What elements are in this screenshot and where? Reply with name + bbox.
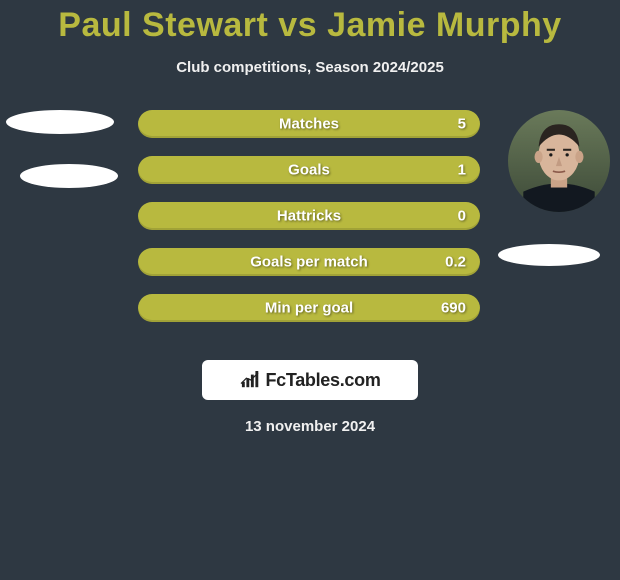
stat-value-right: 5 <box>458 116 466 133</box>
stat-row-goals-per-match: Goals per match 0.2 <box>138 248 480 276</box>
right-player-ellipse <box>498 244 600 266</box>
stat-label: Goals per match <box>250 254 368 271</box>
right-player-avatar <box>508 110 610 212</box>
comparison-stage: Matches 5 Goals 1 Hattricks 0 Goals per … <box>0 110 620 350</box>
page-title: Paul Stewart vs Jamie Murphy <box>0 0 620 45</box>
barchart-icon <box>239 371 261 389</box>
stat-value-right: 690 <box>441 300 466 317</box>
stat-label: Matches <box>279 116 339 133</box>
stat-bars: Matches 5 Goals 1 Hattricks 0 Goals per … <box>138 110 480 322</box>
left-player-ellipse <box>6 110 114 134</box>
stat-label: Goals <box>288 162 330 179</box>
subtitle: Club competitions, Season 2024/2025 <box>0 59 620 76</box>
stat-value-right: 0.2 <box>445 254 466 271</box>
source-logo[interactable]: FcTables.com <box>202 360 418 400</box>
stat-value-right: 0 <box>458 208 466 225</box>
stat-row-matches: Matches 5 <box>138 110 480 138</box>
left-player-ellipse <box>20 164 118 188</box>
stat-row-min-per-goal: Min per goal 690 <box>138 294 480 322</box>
stat-label: Min per goal <box>265 300 353 317</box>
logo-text: FcTables.com <box>265 370 380 391</box>
stat-label: Hattricks <box>277 208 341 225</box>
avatar-face-svg <box>508 110 610 212</box>
stat-value-right: 1 <box>458 162 466 179</box>
stat-row-goals: Goals 1 <box>138 156 480 184</box>
date-label: 13 november 2024 <box>0 418 620 435</box>
stat-row-hattricks: Hattricks 0 <box>138 202 480 230</box>
